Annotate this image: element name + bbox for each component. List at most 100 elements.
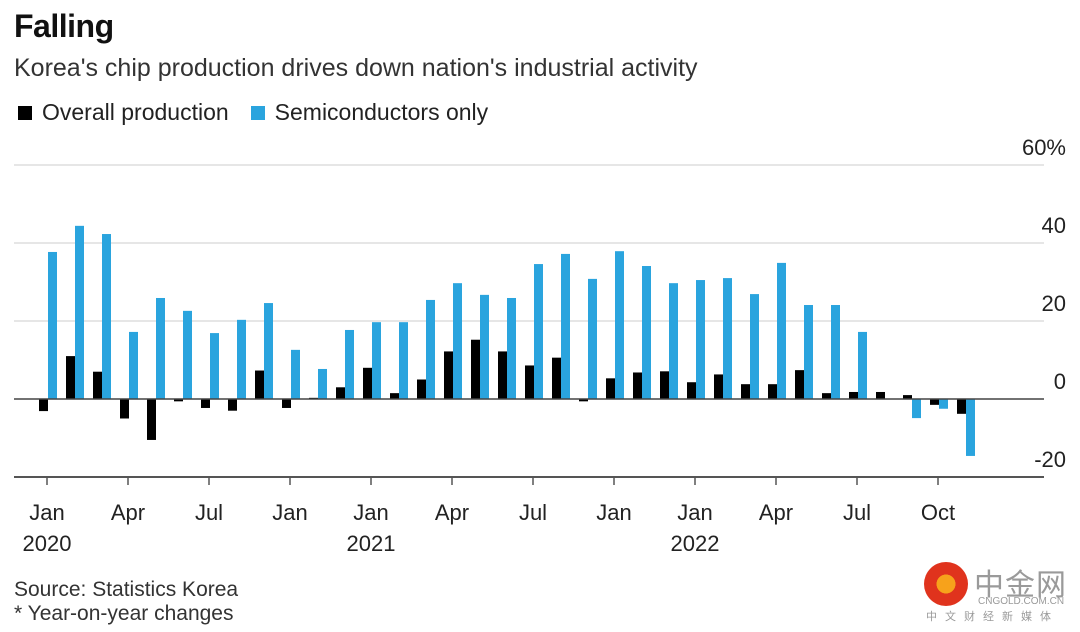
legend-swatch-overall: [18, 105, 32, 120]
bar-overall-production: [876, 391, 885, 399]
bar-overall-production: [957, 399, 966, 414]
bar-semiconductors: [534, 264, 543, 399]
chart-title: Falling: [14, 8, 114, 44]
x-tick-label: Jan: [353, 500, 388, 525]
bar-overall-production: [795, 370, 804, 399]
bar-overall-production: [687, 382, 696, 399]
bar-overall-production: [741, 384, 750, 399]
logo-swirl-icon: [924, 562, 968, 606]
legend: Overall production Semiconductors only: [18, 99, 510, 126]
bar-semiconductors: [750, 294, 759, 399]
bar-semiconductors: [507, 297, 516, 399]
x-tick-label: Jul: [195, 500, 223, 525]
bar-semiconductors: [183, 310, 192, 399]
gridlines: [14, 164, 1044, 322]
bar-overall-production: [660, 371, 669, 399]
x-tick-label: Oct: [921, 500, 955, 525]
axes: [14, 398, 1044, 485]
bar-overall-production: [363, 367, 372, 399]
bar-overall-production: [120, 399, 129, 419]
bar-overall-production: [525, 365, 534, 399]
bar-semiconductors: [831, 305, 840, 399]
x-tick-label: Jul: [519, 500, 547, 525]
bar-overall-production: [552, 357, 561, 399]
bar-overall-production: [930, 399, 939, 405]
bar-semiconductors: [237, 319, 246, 399]
logo-tagline: 中文财经新媒体: [926, 610, 1059, 623]
bar-overall-production: [93, 371, 102, 399]
watermark-logo: 中金网 CNGOLD.COM.CN 中文财经新媒体: [922, 560, 1072, 623]
bar-overall-production: [174, 399, 183, 402]
y-tick-label: 60%: [1022, 135, 1066, 160]
bar-overall-production: [417, 379, 426, 399]
legend-swatch-semiconductors: [250, 105, 265, 120]
legend-label-semiconductors: Semiconductors only: [274, 99, 489, 125]
bar-overall-production: [498, 351, 507, 399]
x-year-label: 2020: [23, 531, 72, 556]
bar-semiconductors: [858, 331, 867, 399]
bar-semiconductors: [291, 349, 300, 399]
x-year-label: 2021: [347, 531, 396, 556]
bar-semiconductors: [777, 262, 786, 399]
bar-overall-production: [849, 391, 858, 399]
bar-overall-production: [255, 370, 264, 399]
x-tick-label: Jan: [677, 500, 712, 525]
y-axis-labels: 60% 40 20 0 -20: [1022, 135, 1066, 472]
bar-overall-production: [390, 393, 399, 399]
logo-name: 中金网: [974, 568, 1067, 603]
x-tick-label: Jan: [596, 500, 631, 525]
x-tick-label: Apr: [435, 500, 469, 525]
bar-semiconductors: [156, 297, 165, 399]
bar-overall-production: [444, 351, 453, 399]
bar-semiconductors: [210, 333, 219, 399]
bar-semiconductors: [912, 399, 921, 419]
y-tick-label: 0: [1054, 369, 1066, 394]
legend-item-semiconductors: Semiconductors only: [250, 99, 489, 126]
bar-semiconductors: [561, 253, 570, 399]
bar-overall-production: [66, 356, 75, 399]
y-tick-label: 20: [1042, 291, 1066, 316]
bar-overall-production: [903, 395, 912, 399]
x-tick-label: Jul: [843, 500, 871, 525]
y-tick-label: 40: [1042, 213, 1066, 238]
x-tick-label: Apr: [111, 500, 145, 525]
x-axis-labels: Jan 2020 Apr Jul Jan Jan 2021 Apr Jul Jan Jan 2022 A…: [23, 500, 956, 556]
bar-semiconductors: [372, 322, 381, 399]
bar-semiconductors: [723, 278, 732, 399]
bar-overall-production: [768, 384, 777, 399]
bar-overall-production: [39, 399, 48, 412]
source-note: Source: Statistics Korea: [14, 578, 239, 601]
footnote: * Year-on-year changes: [14, 602, 234, 625]
logo-url: CNGOLD.COM.CN: [978, 596, 1065, 607]
bar-semiconductors: [615, 251, 624, 399]
bar-overall-production: [633, 372, 642, 399]
bar-overall-production: [822, 393, 831, 399]
bars: [39, 225, 975, 456]
bar-semiconductors: [939, 399, 948, 409]
bar-semiconductors: [345, 329, 354, 399]
bar-semiconductors: [102, 234, 111, 399]
bar-semiconductors: [480, 294, 489, 399]
bar-overall-production: [201, 399, 210, 408]
bar-semiconductors: [696, 280, 705, 399]
bar-overall-production: [228, 399, 237, 411]
bar-semiconductors: [669, 283, 678, 399]
bar-semiconductors: [642, 266, 651, 399]
bar-overall-production: [336, 387, 345, 399]
bar-overall-production: [606, 378, 615, 399]
bar-semiconductors: [804, 305, 813, 399]
bar-semiconductors: [48, 251, 57, 399]
x-tick-label: Jan: [29, 500, 64, 525]
x-tick-label: Jan: [272, 500, 307, 525]
bar-semiconductors: [129, 331, 138, 399]
x-year-label: 2022: [671, 531, 720, 556]
legend-label-overall: Overall production: [42, 99, 229, 125]
bar-overall-production: [471, 339, 480, 399]
legend-item-overall: Overall production: [18, 99, 229, 126]
x-tick-label: Apr: [759, 500, 793, 525]
bar-overall-production: [147, 399, 156, 440]
bar-semiconductors: [453, 283, 462, 399]
bar-semiconductors: [399, 322, 408, 399]
bar-overall-production: [714, 374, 723, 399]
